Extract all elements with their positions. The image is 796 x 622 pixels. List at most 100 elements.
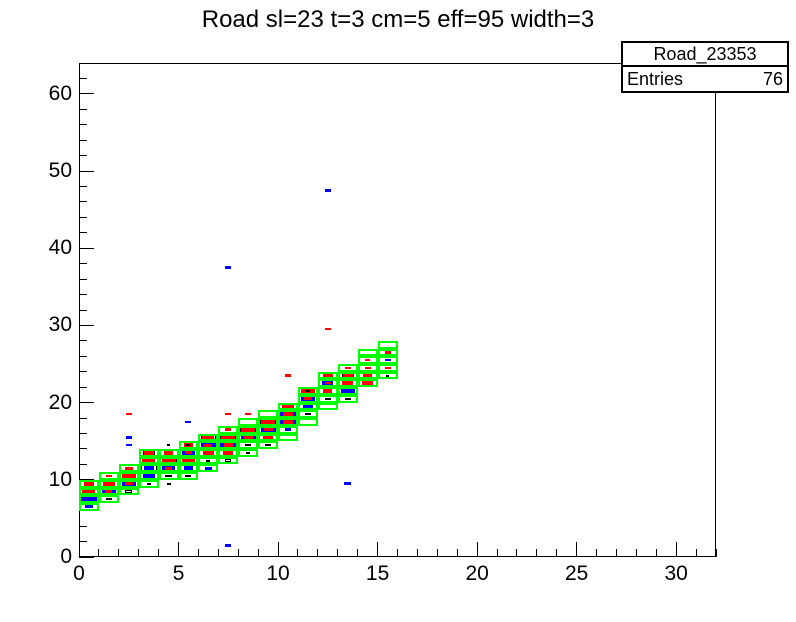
road-cell xyxy=(278,410,298,419)
y-major-tick xyxy=(79,170,94,172)
road-cell xyxy=(118,479,139,488)
y-minor-tick xyxy=(79,155,87,157)
red-box xyxy=(202,435,215,440)
hollow-black-box xyxy=(166,444,171,447)
y-minor-tick xyxy=(79,263,87,265)
red-box xyxy=(285,374,291,377)
hollow-white-box xyxy=(125,490,133,493)
y-minor-tick xyxy=(79,340,87,342)
red-box xyxy=(141,457,156,464)
y-minor-tick xyxy=(79,77,87,79)
blue-box xyxy=(340,388,355,394)
road-cell xyxy=(158,464,179,473)
road-cell xyxy=(297,402,318,411)
road-cell xyxy=(138,464,159,473)
x-tick-label: 10 xyxy=(266,562,290,585)
blue-box xyxy=(344,482,351,485)
y-minor-tick xyxy=(79,510,87,512)
red-box xyxy=(324,328,331,331)
red-box xyxy=(143,450,154,455)
road-cell xyxy=(337,394,358,403)
x-minor-tick xyxy=(596,549,598,557)
blue-box xyxy=(143,466,154,471)
road-cell xyxy=(317,402,338,411)
blue-box xyxy=(185,420,192,424)
road-cell xyxy=(317,394,338,403)
y-tick-label: 10 xyxy=(48,467,72,491)
hollow-white-box xyxy=(105,497,113,501)
red-box xyxy=(384,366,391,370)
road-cell xyxy=(238,425,259,434)
red-box xyxy=(125,413,132,416)
x-minor-tick xyxy=(257,549,259,557)
x-tick-label: 0 xyxy=(73,562,85,585)
hollow-white-box xyxy=(265,443,272,447)
road-cell xyxy=(178,448,199,457)
x-major-tick xyxy=(178,542,180,557)
red-box xyxy=(181,457,196,464)
road-cell xyxy=(377,364,398,372)
road-cell xyxy=(98,495,119,503)
road-cell xyxy=(258,418,279,426)
road-cell xyxy=(297,418,318,426)
road-cell xyxy=(158,472,179,480)
red-box xyxy=(241,426,256,433)
road-cell xyxy=(158,448,179,457)
y-tick-label: 60 xyxy=(48,81,72,105)
road-cell xyxy=(317,387,338,395)
x-tick-label: 5 xyxy=(172,562,185,585)
road-cell xyxy=(178,472,199,480)
road-cell xyxy=(118,472,139,480)
y-minor-tick xyxy=(79,186,87,187)
y-tick-label: 20 xyxy=(48,390,72,414)
road-cell xyxy=(158,456,179,465)
road-cell xyxy=(337,364,358,372)
red-box xyxy=(322,373,333,378)
blue-box xyxy=(324,189,332,192)
road-cell xyxy=(198,441,219,449)
road-cell xyxy=(198,433,219,442)
red-box xyxy=(225,428,232,431)
y-minor-tick xyxy=(79,386,87,388)
x-minor-tick xyxy=(297,549,299,557)
x-minor-tick xyxy=(436,549,438,557)
red-box xyxy=(225,413,232,416)
road-cell xyxy=(198,456,219,465)
road-cell xyxy=(337,379,358,388)
red-box xyxy=(202,450,214,455)
x-minor-tick xyxy=(516,549,518,557)
y-minor-tick xyxy=(79,433,87,434)
blue-box xyxy=(125,443,132,447)
y-minor-tick xyxy=(79,525,87,527)
x-major-tick xyxy=(576,542,578,557)
blue-box xyxy=(302,404,313,409)
red-box xyxy=(243,435,253,440)
x-tick-label: 15 xyxy=(365,562,390,585)
road-cell xyxy=(278,418,298,426)
road-cell xyxy=(198,448,219,457)
x-major-tick xyxy=(675,542,677,557)
y-tick-label: 40 xyxy=(48,236,72,260)
x-minor-tick xyxy=(337,549,339,557)
red-box xyxy=(342,381,354,386)
road-cell xyxy=(357,348,378,357)
red-box xyxy=(282,404,294,409)
red-box xyxy=(221,434,236,441)
y-minor-tick xyxy=(79,108,87,110)
road-cell xyxy=(377,371,398,380)
hollow-black-box xyxy=(166,482,171,485)
road-cell xyxy=(337,371,358,380)
y-minor-tick xyxy=(79,124,87,126)
y-minor-tick xyxy=(79,294,87,296)
plot-frame xyxy=(79,63,716,557)
red-box xyxy=(83,481,94,486)
y-major-tick xyxy=(79,247,94,249)
hollow-black-box xyxy=(385,374,390,377)
x-minor-tick xyxy=(217,549,219,557)
stats-entries-row: Entries 76 xyxy=(623,67,787,91)
y-major-tick xyxy=(79,556,94,558)
red-box xyxy=(282,412,294,417)
red-box xyxy=(263,427,273,432)
red-box xyxy=(102,481,115,486)
hollow-black-box xyxy=(186,444,191,447)
